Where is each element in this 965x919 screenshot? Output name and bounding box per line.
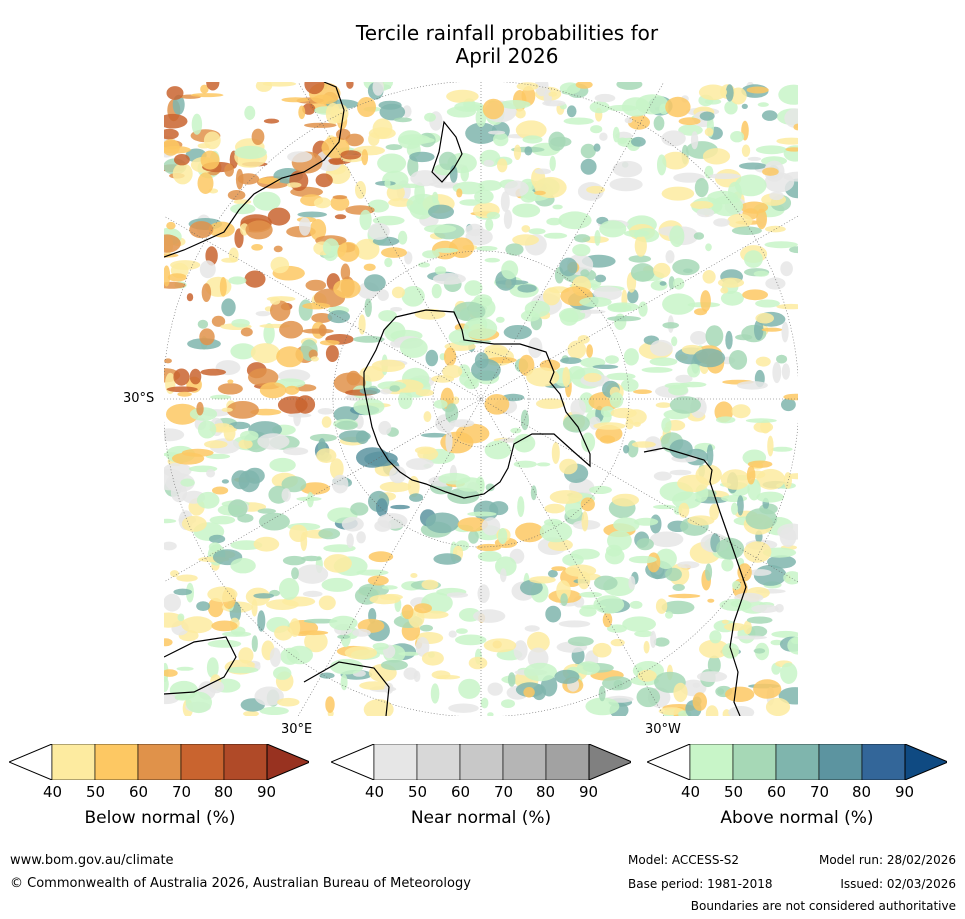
tick-label: 80 bbox=[852, 783, 872, 801]
model-run: Model run: 28/02/2026 bbox=[818, 853, 956, 867]
website-link[interactable]: www.bom.gov.au/climate bbox=[10, 853, 174, 868]
tick-label: 40 bbox=[43, 783, 63, 801]
coastlines bbox=[164, 82, 747, 716]
tick-label: 40 bbox=[681, 783, 701, 801]
tick-label: 50 bbox=[724, 783, 744, 801]
tick-label: 50 bbox=[86, 783, 106, 801]
graticule bbox=[164, 82, 798, 716]
tick-label: 60 bbox=[451, 783, 471, 801]
tick-label: 80 bbox=[214, 783, 234, 801]
colorbar-title-near: Near normal (%) bbox=[410, 808, 552, 828]
colorbar-near-normal bbox=[331, 744, 631, 780]
tick-label: 90 bbox=[579, 783, 599, 801]
tick-label: 50 bbox=[408, 783, 428, 801]
new-zealand-coast bbox=[431, 120, 463, 183]
boundaries-disclaimer: Boundaries are not considered authoritat… bbox=[690, 899, 956, 913]
lon-label-30e: 30°E bbox=[281, 722, 313, 737]
tick-label: 90 bbox=[257, 783, 277, 801]
issued-date: Issued: 02/03/2026 bbox=[840, 877, 956, 891]
copyright-text: © Commonwealth of Australia 2026, Austra… bbox=[10, 876, 471, 891]
title-line-1: Tercile rainfall probabilities for bbox=[355, 21, 659, 45]
south-america-coast bbox=[643, 447, 747, 716]
lon-label-30w: 30°W bbox=[645, 722, 681, 737]
colorbar-title-above: Above normal (%) bbox=[720, 808, 874, 828]
tick-label: 60 bbox=[767, 783, 787, 801]
colorbar-title-below: Below normal (%) bbox=[84, 808, 236, 828]
south-polar-map bbox=[164, 82, 798, 716]
colorbar-below-normal bbox=[9, 744, 309, 780]
africa-coast bbox=[164, 636, 237, 695]
colorbar-above-normal bbox=[647, 744, 947, 780]
tick-label: 90 bbox=[895, 783, 915, 801]
tick-label: 70 bbox=[810, 783, 830, 801]
madagascar-coast bbox=[303, 661, 390, 716]
tick-label: 40 bbox=[365, 783, 385, 801]
probability-field bbox=[164, 82, 798, 716]
map-title: Tercile rainfall probabilities for April… bbox=[0, 22, 965, 68]
tick-label: 70 bbox=[172, 783, 192, 801]
title-line-2: April 2026 bbox=[455, 44, 559, 68]
model-name: Model: ACCESS-S2 bbox=[628, 853, 740, 867]
lat-label-30s: 30°S bbox=[123, 391, 155, 406]
australia-coast bbox=[164, 82, 345, 258]
tick-label: 70 bbox=[494, 783, 514, 801]
tick-label: 60 bbox=[129, 783, 149, 801]
base-period: Base period: 1981-2018 bbox=[628, 877, 773, 891]
tick-label: 80 bbox=[536, 783, 556, 801]
antarctica-coast bbox=[363, 309, 591, 499]
